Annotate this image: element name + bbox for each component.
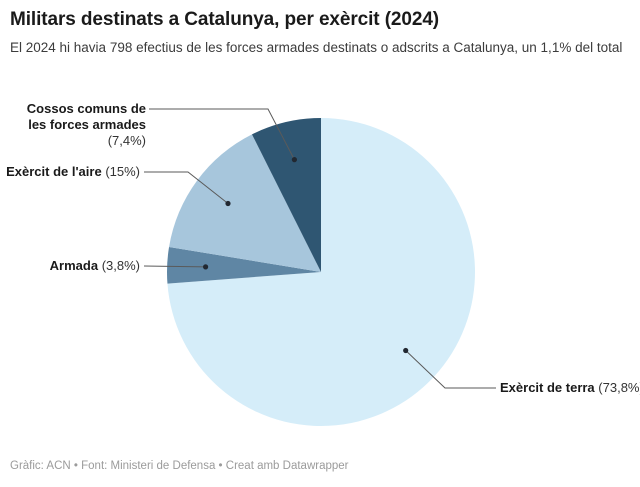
leader-dot bbox=[203, 264, 209, 270]
slice-value: (3,8%) bbox=[101, 258, 140, 273]
leader-dot bbox=[403, 347, 409, 354]
pie-slice-2[interactable] bbox=[167, 246, 321, 284]
slice-name: Exèrcit de terra bbox=[500, 380, 595, 395]
leader-line bbox=[405, 350, 496, 389]
slice-name: Exèrcit de l'aire bbox=[6, 164, 102, 179]
pie-label-exercit-terra: Exèrcit de terra (73,8%) bbox=[500, 380, 640, 396]
chart-subtitle: El 2024 hi havia 798 efectius de les for… bbox=[10, 39, 623, 55]
pie-slice-1[interactable] bbox=[167, 118, 476, 427]
leader-line bbox=[144, 171, 229, 204]
pie-label-cossos-comuns: Cossos comuns de les forces armades (7,4… bbox=[6, 101, 146, 149]
pie-label-armada: Armada (3,8%) bbox=[0, 258, 140, 274]
chart-byline: Gràfic: ACN • Font: Ministeri de Defensa… bbox=[10, 460, 349, 472]
chart-title: Militars destinats a Catalunya, per exèr… bbox=[10, 9, 440, 30]
leader-dot bbox=[291, 157, 297, 163]
slice-name: Armada bbox=[49, 258, 99, 273]
slice-value: (15%) bbox=[105, 164, 140, 179]
leader-line bbox=[143, 265, 206, 268]
leader-line bbox=[149, 108, 295, 160]
pie-chart-area: Cossos comuns de les forces armades (7,4… bbox=[0, 95, 640, 447]
pie-chart bbox=[143, 108, 496, 427]
pie-slice-3[interactable] bbox=[169, 134, 321, 272]
chart-header: Militars destinats a Catalunya, per exèr… bbox=[10, 8, 630, 58]
slice-value: (7,4%) bbox=[107, 133, 146, 148]
pie-label-exercit-aire: Exèrcit de l'aire (15%) bbox=[0, 164, 140, 180]
slice-name: Cossos comuns de les forces armades bbox=[26, 101, 146, 132]
slice-value: (73,8%) bbox=[598, 380, 640, 395]
pie-slice-4[interactable] bbox=[251, 118, 321, 272]
leader-dot bbox=[225, 200, 231, 207]
